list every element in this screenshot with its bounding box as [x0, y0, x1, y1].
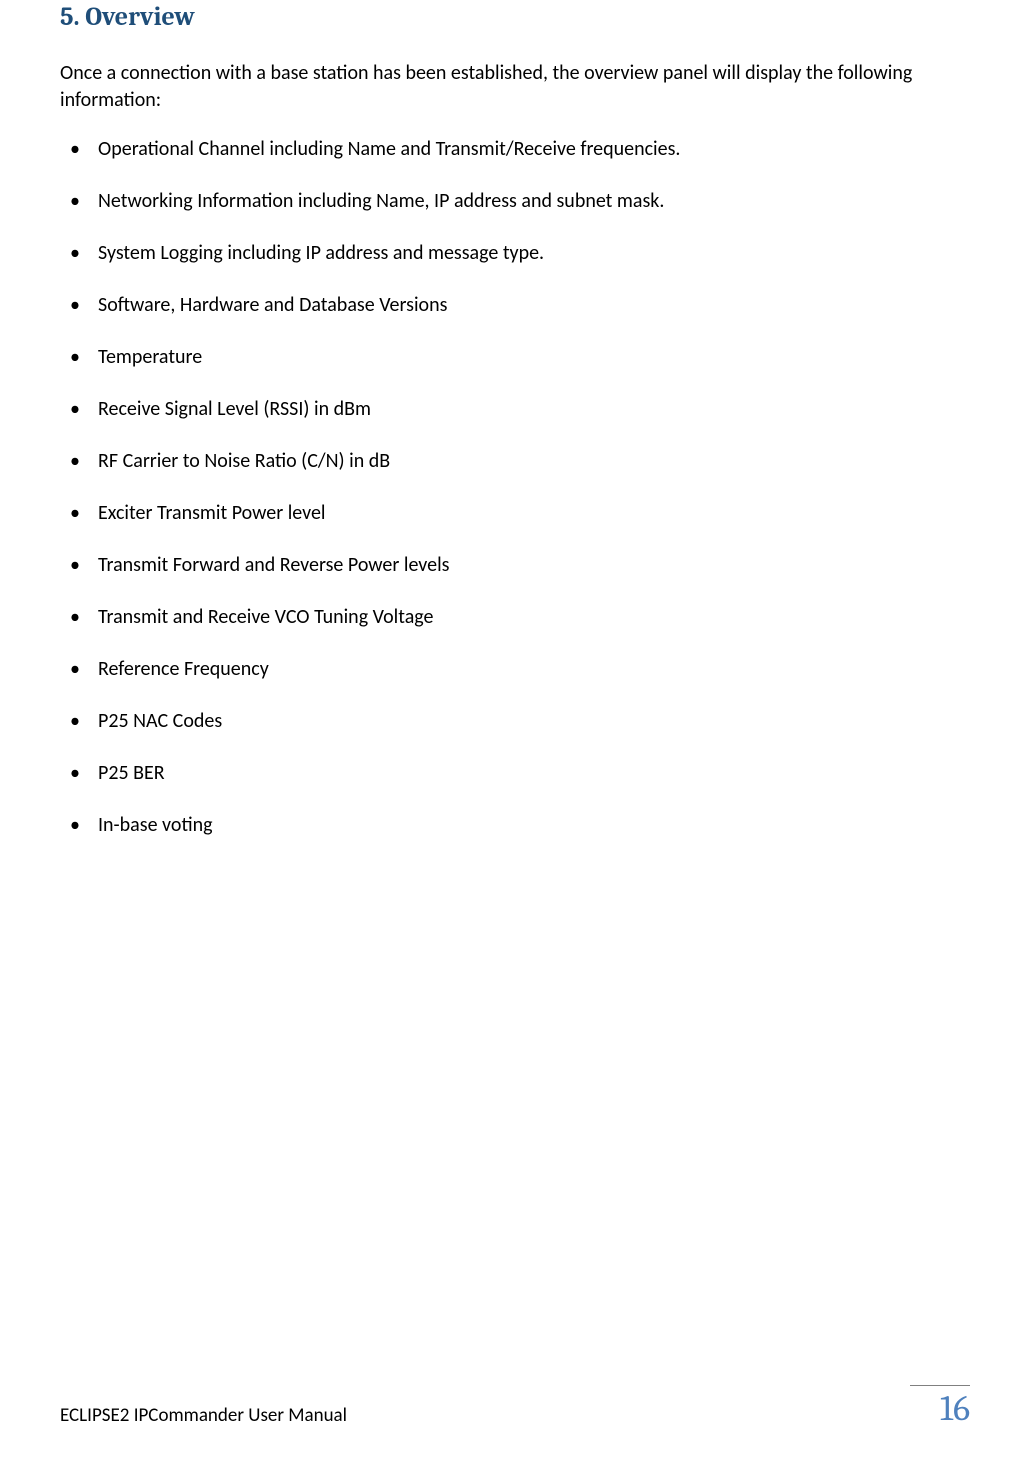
list-item: Transmit and Receive VCO Tuning Voltage [98, 604, 970, 630]
list-item: P25 NAC Codes [98, 708, 970, 734]
intro-paragraph: Once a connection with a base station ha… [60, 60, 970, 114]
list-item: Reference Frequency [98, 656, 970, 682]
list-item: Temperature [98, 344, 970, 370]
list-item: Receive Signal Level (RSSI) in dBm [98, 396, 970, 422]
footer-doc-title: ECLIPSE2 IPCommander User Manual [60, 1404, 347, 1429]
list-item: Operational Channel including Name and T… [98, 136, 970, 162]
list-item: Software, Hardware and Database Versions [98, 292, 970, 318]
document-page: 5. Overview Once a connection with a bas… [0, 2, 1030, 1467]
page-footer: ECLIPSE2 IPCommander User Manual 16 [60, 1385, 970, 1429]
list-item: System Logging including IP address and … [98, 240, 970, 266]
section-title: 5. Overview [60, 2, 970, 32]
bullet-list: Operational Channel including Name and T… [60, 136, 970, 838]
list-item: RF Carrier to Noise Ratio (C/N) in dB [98, 448, 970, 474]
list-item: Transmit Forward and Reverse Power level… [98, 552, 970, 578]
list-item: P25 BER [98, 760, 970, 786]
list-item: Exciter Transmit Power level [98, 500, 970, 526]
list-item: Networking Information including Name, I… [98, 188, 970, 214]
list-item: In-base voting [98, 812, 970, 838]
page-number: 16 [910, 1385, 970, 1429]
